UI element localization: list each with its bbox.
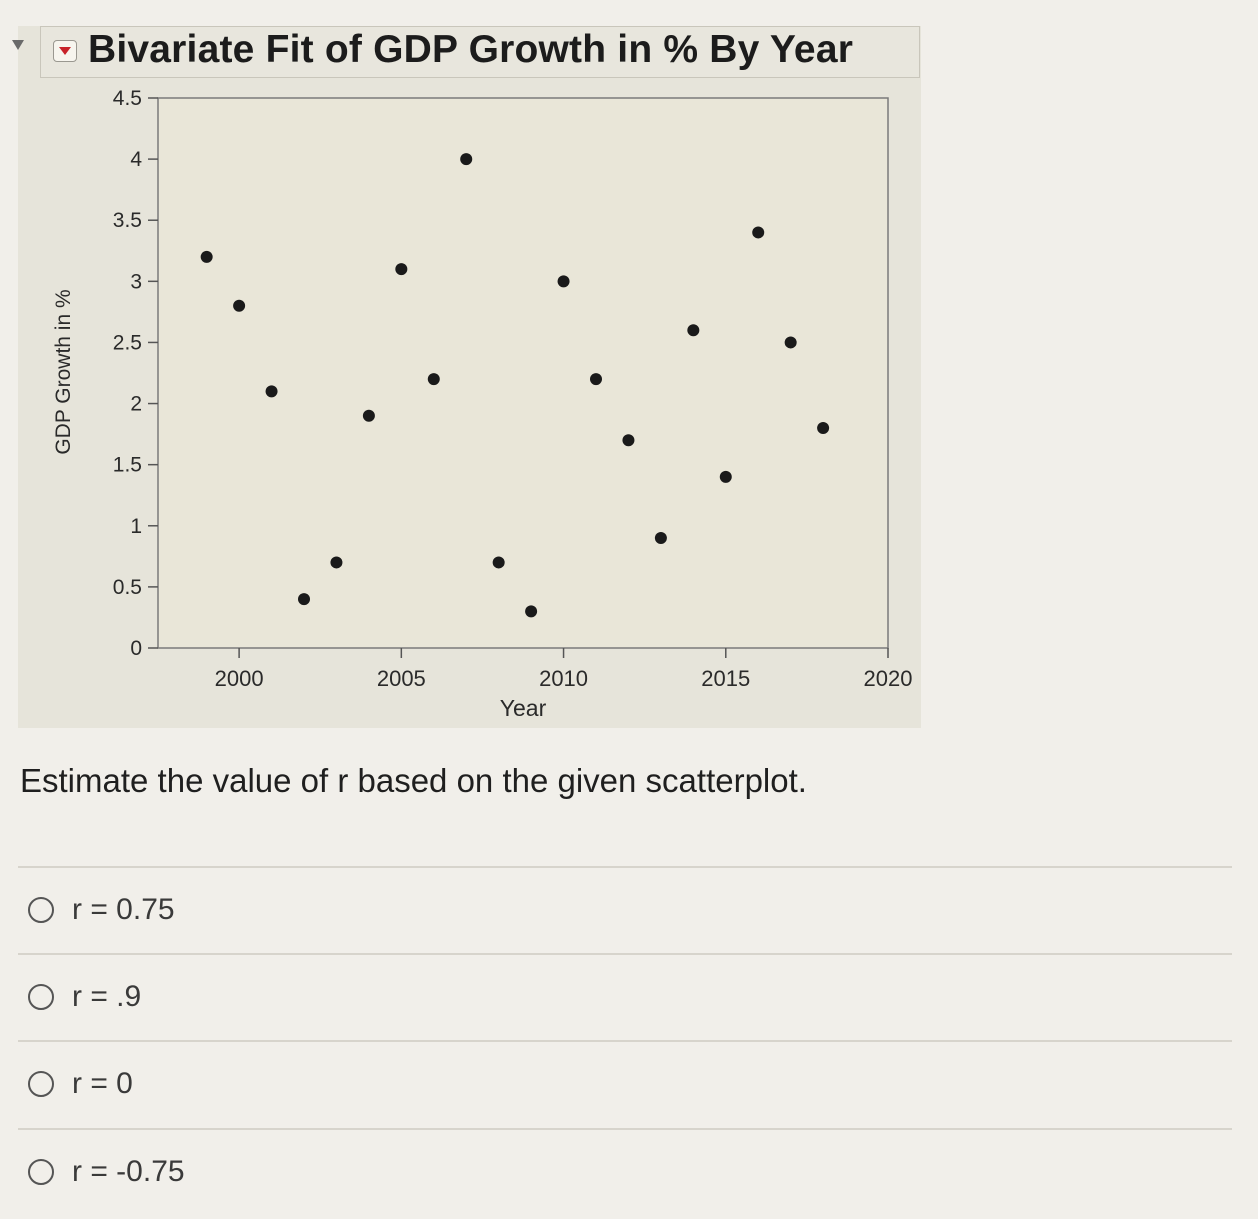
x-axis-label: Year	[500, 695, 547, 721]
data-point	[817, 422, 830, 434]
y-axis-label: GDP Growth in %	[52, 289, 75, 454]
data-points	[200, 153, 830, 618]
y-tick-label: 1	[130, 515, 142, 538]
answer-option-1[interactable]: r = 0.75	[28, 893, 175, 927]
x-tick-label: 2020	[864, 666, 913, 691]
y-tick-label: 0	[130, 637, 142, 660]
divider	[18, 866, 1232, 868]
y-tick-label: 4.5	[113, 87, 142, 110]
data-point	[752, 226, 765, 239]
radio-button[interactable]	[28, 984, 54, 1010]
x-tick-label: 2000	[215, 666, 264, 691]
y-tick-label: 3	[130, 270, 142, 293]
data-point	[687, 324, 700, 337]
divider	[18, 953, 1232, 955]
x-tick-label: 2005	[377, 666, 426, 691]
data-point	[233, 299, 246, 312]
data-point	[298, 593, 310, 606]
answer-option-4[interactable]: r = -0.75	[28, 1155, 185, 1189]
question-text: Estimate the value of r based on the giv…	[20, 762, 807, 799]
report-title: Bivariate Fit of GDP Growth in % By Year	[88, 28, 854, 71]
report-header	[40, 26, 920, 78]
data-point	[557, 275, 570, 288]
answer-label: r = 0	[72, 1067, 133, 1100]
y-tick-label: 2.5	[113, 331, 142, 354]
data-point	[427, 373, 440, 386]
y-tick-label: 1.5	[113, 454, 142, 477]
x-axis: 2000 2005 2010 2015 2020	[215, 648, 913, 691]
data-point	[784, 336, 797, 349]
answer-label: r = -0.75	[72, 1155, 185, 1188]
data-point	[330, 556, 343, 569]
answer-option-2[interactable]: r = .9	[28, 980, 141, 1014]
data-point	[622, 434, 635, 447]
y-tick-label: 3.5	[113, 209, 142, 232]
data-point	[525, 605, 538, 618]
x-tick-label: 2015	[701, 666, 750, 691]
radio-button[interactable]	[28, 1159, 54, 1185]
data-point	[395, 263, 408, 276]
data-point	[200, 250, 213, 263]
red-triangle-menu-icon[interactable]	[53, 40, 77, 62]
data-point	[265, 385, 278, 398]
data-point	[719, 470, 732, 483]
radio-button[interactable]	[28, 897, 54, 923]
divider	[18, 1128, 1232, 1130]
data-point	[460, 153, 473, 166]
plot-area	[157, 97, 889, 649]
data-point	[590, 373, 602, 386]
x-tick-label: 2010	[539, 666, 588, 691]
y-tick-label: 4	[130, 148, 142, 171]
data-point	[362, 409, 375, 422]
y-tick-label: 0.5	[113, 576, 142, 599]
radio-button[interactable]	[28, 1071, 54, 1097]
divider	[18, 1040, 1232, 1042]
scatterplot: 0 0.5 1 1.5 2 2.5 3 3.5 4 4.5 2000 2005 2010 2015 202…	[52, 87, 913, 721]
y-axis: 0 0.5 1 1.5 2 2.5 3 3.5 4 4.5	[113, 87, 158, 660]
disclosure-triangle-icon[interactable]	[12, 40, 24, 50]
y-tick-label: 2	[130, 393, 142, 416]
data-point	[654, 532, 667, 544]
data-point	[492, 556, 505, 569]
answer-label: r = .9	[72, 980, 142, 1013]
answer-label: r = 0.75	[72, 893, 175, 926]
answer-option-3[interactable]: r = 0	[28, 1067, 133, 1101]
